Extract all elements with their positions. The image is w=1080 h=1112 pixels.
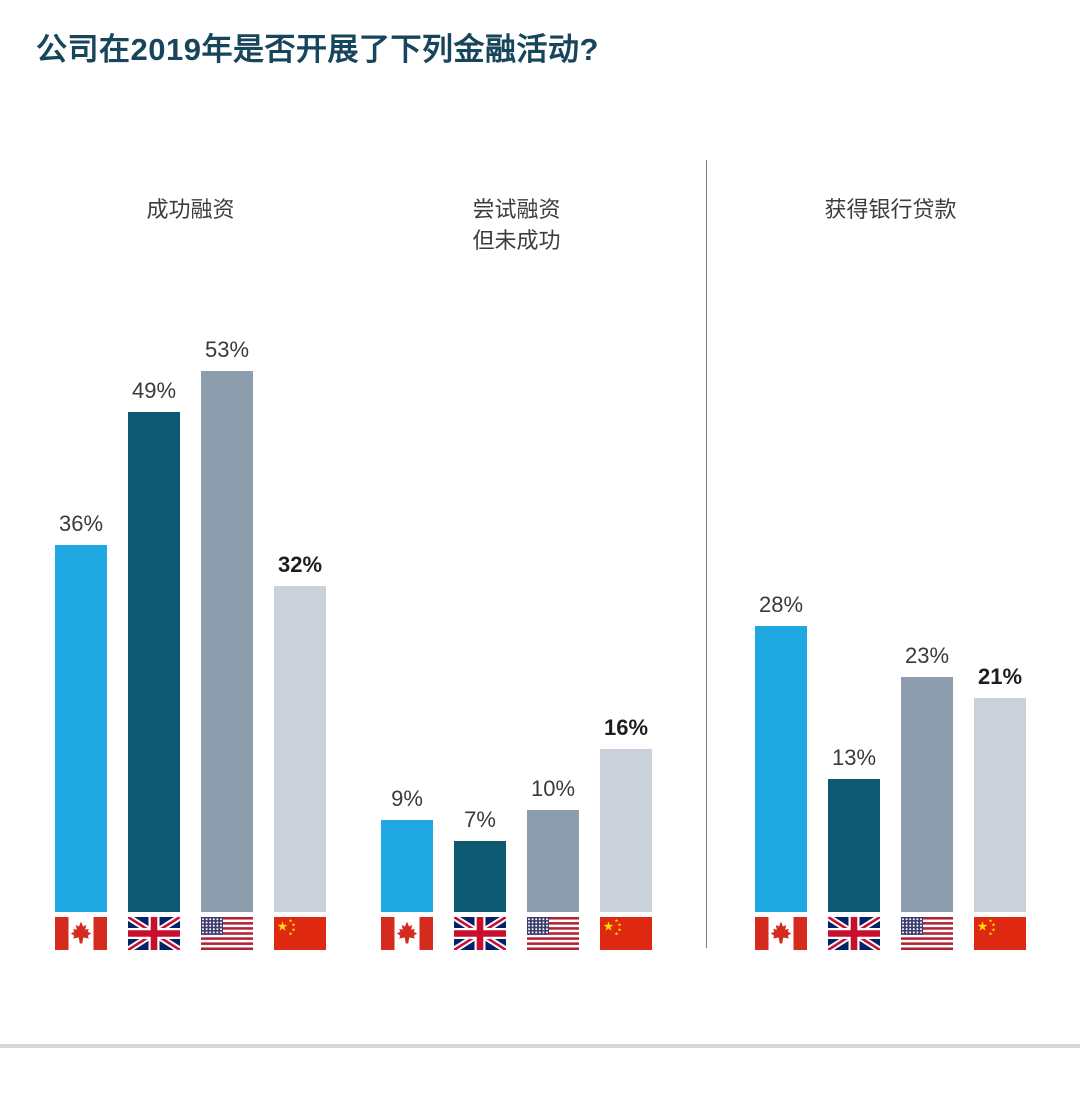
group-divider-line	[706, 160, 707, 948]
bar-value-label: 53%	[204, 337, 250, 363]
bar-column-uk: 13%	[828, 745, 880, 950]
bar-value-label: 13%	[831, 745, 877, 771]
chart-group-attempted-financing-unsuccessful: 尝试融资 但未成功 9% 7% 10% 16%	[381, 150, 652, 950]
canada-flag-icon	[381, 917, 433, 950]
bar-column-usa: 23%	[901, 643, 953, 950]
bar-column-china: 21%	[974, 664, 1026, 950]
bar-china	[274, 585, 326, 912]
bar-column-china: 16%	[600, 715, 652, 950]
uk-flag-icon	[828, 917, 880, 950]
canada-flag-icon	[55, 917, 107, 950]
group-label: 尝试融资 但未成功	[472, 197, 561, 253]
bar-value-label: 21%	[977, 663, 1023, 689]
bar-value-label: 28%	[758, 592, 804, 618]
group-label: 成功融资	[146, 197, 235, 222]
bar-china	[600, 748, 652, 912]
group-label: 获得银行贷款	[824, 197, 957, 222]
bar-column-canada: 28%	[755, 592, 807, 950]
canada-flag-icon	[755, 917, 807, 950]
bar-value-label: 10%	[530, 776, 576, 801]
bar-value-label: 23%	[904, 643, 950, 669]
chart-group-successful-financing: 成功融资 36% 49% 53% 32%	[55, 150, 326, 950]
uk-flag-icon	[454, 917, 506, 950]
bar-value-label: 36%	[58, 510, 104, 536]
bar-column-china: 32%	[274, 552, 326, 950]
bar-row: 9% 7% 10% 16%	[381, 715, 652, 950]
bar-column-canada: 9%	[381, 786, 433, 950]
bar-chart: 成功融资 36% 49% 53% 32% 尝试融资 但未成功 9% 7% 10% 16% 获得银行贷款…	[0, 150, 1080, 950]
usa-flag-icon	[901, 917, 953, 950]
usa-flag-icon	[201, 917, 253, 950]
bar-china	[974, 697, 1026, 912]
bar-value-label: 7%	[464, 806, 496, 832]
bar-uk	[128, 412, 180, 912]
bar-column-uk: 7%	[454, 807, 506, 950]
bottom-divider	[0, 1044, 1080, 1048]
china-flag-icon	[274, 917, 326, 950]
bar-canada	[381, 820, 433, 912]
bar-row: 28% 13% 23% 21%	[755, 592, 1026, 950]
bar-row: 36% 49% 53% 32%	[55, 337, 326, 950]
bar-value-label: 9%	[391, 786, 423, 812]
uk-flag-icon	[128, 917, 180, 950]
bar-usa	[201, 371, 253, 912]
bar-column-canada: 36%	[55, 511, 107, 950]
china-flag-icon	[600, 917, 652, 950]
bar-canada	[55, 544, 107, 912]
bar-column-usa: 10%	[527, 776, 579, 950]
bar-value-label: 16%	[603, 714, 649, 740]
bar-usa	[527, 810, 579, 912]
bar-usa	[901, 677, 953, 912]
bar-canada	[755, 626, 807, 912]
bar-uk	[454, 840, 506, 912]
bar-value-label: 49%	[131, 378, 177, 404]
bar-column-usa: 53%	[201, 337, 253, 950]
china-flag-icon	[974, 917, 1026, 950]
bar-uk	[828, 779, 880, 912]
chart-group-obtained-bank-loan: 获得银行贷款 28% 13% 23% 21%	[755, 150, 1026, 950]
bar-value-label: 32%	[277, 551, 323, 577]
usa-flag-icon	[527, 917, 579, 950]
chart-title: 公司在2019年是否开展了下列金融活动?	[36, 32, 599, 67]
bar-column-uk: 49%	[128, 378, 180, 950]
